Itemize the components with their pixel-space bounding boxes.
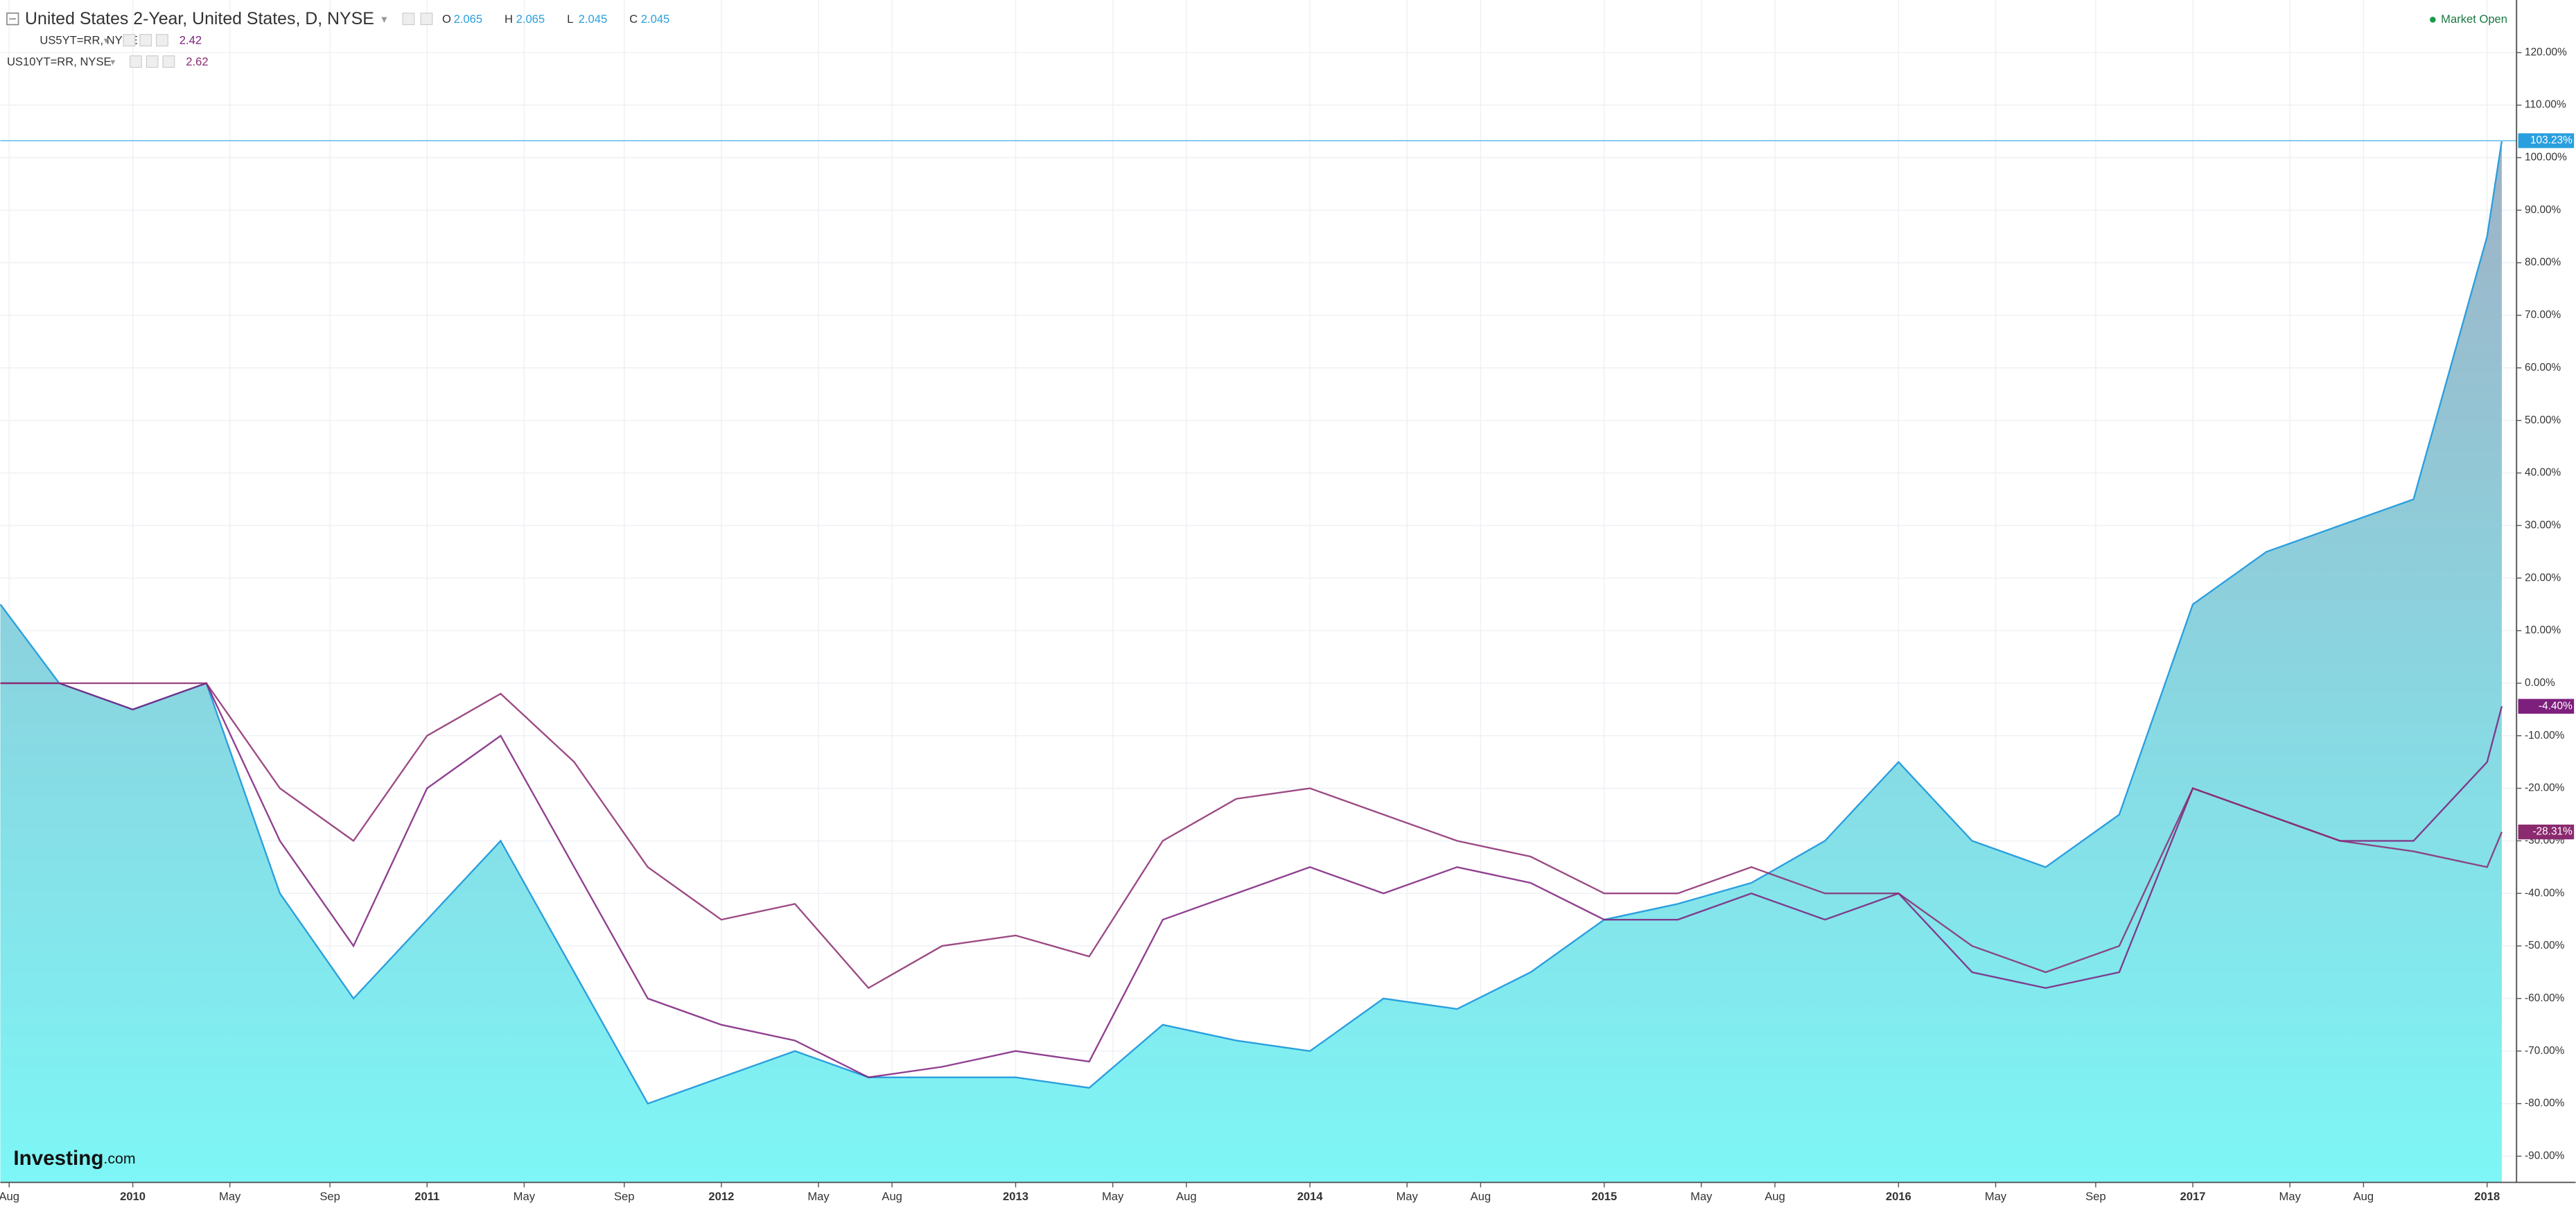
y-tick-label: 70.00% [2525, 309, 2561, 321]
ohlc-value: 2.065 [454, 12, 483, 26]
price-label: -4.40% [2539, 700, 2573, 712]
plot-area [0, 140, 2517, 1183]
price-badge [2518, 133, 2575, 148]
y-tick-label: 0.00% [2525, 677, 2555, 689]
logo-main: Investing [13, 1147, 103, 1170]
x-tick-label: Aug [1764, 1190, 1785, 1203]
price-badge [2518, 824, 2575, 840]
line [0, 682, 2503, 1078]
x-tick-label: 2013 [1003, 1190, 1028, 1203]
y-tick-label: -90.00% [2525, 1150, 2565, 1161]
x-tick-label: 2016 [1886, 1190, 1911, 1203]
y-tick-label: -50.00% [2525, 940, 2565, 951]
x-tick-label: 2015 [1591, 1190, 1617, 1203]
dropdown-arrow[interactable]: ▾ [104, 35, 109, 46]
line [0, 682, 2503, 990]
x-tick-label: Aug [1471, 1190, 1491, 1203]
area-line [0, 140, 2503, 1105]
market-status: Market Open [2441, 12, 2507, 26]
x-tick-label: Aug [1176, 1190, 1197, 1203]
x-tick-label: Aug [0, 1190, 19, 1203]
legend-quote: 2.62 [186, 55, 208, 68]
header: United States 2-Year, United States, D, … [6, 9, 2507, 68]
price-badge [2518, 699, 2575, 714]
x-tick-label: Sep [614, 1190, 635, 1203]
legend-name: US5YT=RR, NYSE [40, 34, 137, 47]
y-tick-label: -60.00% [2525, 992, 2565, 1004]
legend-quote: 2.42 [179, 34, 202, 47]
settings-button[interactable] [146, 55, 159, 68]
ohlc-label: L [567, 12, 573, 26]
x-tick-label: May [2279, 1190, 2302, 1203]
x-tick-label: May [1102, 1190, 1124, 1203]
x-tick-label: May [807, 1190, 830, 1203]
x-tick-label: May [219, 1190, 241, 1203]
y-tick-label: 30.00% [2525, 519, 2561, 531]
ohlc-value: 2.045 [579, 12, 608, 26]
logo: Investing.com [13, 1147, 135, 1170]
dropdown-arrow[interactable]: ▾ [381, 12, 387, 26]
ohlc: O 2.065 H 2.065 L 2.045 C 2.045 [442, 12, 669, 26]
ohlc-label: H [505, 12, 513, 26]
settings-button[interactable] [139, 34, 152, 46]
y-tick-label: -20.00% [2525, 782, 2565, 794]
y-tick-label: 120.00% [2525, 46, 2567, 58]
x-tick-label: 2010 [120, 1190, 146, 1203]
dropdown-arrow[interactable]: ▾ [110, 57, 115, 68]
axes: -90.00% -80.00% -70.00% -60.00% -50.00% -40.0… [0, 46, 2575, 1203]
y-tick-label: 40.00% [2525, 467, 2561, 479]
y-tick-label: -70.00% [2525, 1045, 2565, 1057]
price-label: 103.23% [2530, 134, 2573, 146]
price-label: -28.31% [2532, 826, 2573, 838]
ohlc-value: 2.045 [641, 12, 670, 26]
x-tick-label: May [1396, 1190, 1419, 1203]
ohlc-label: C [629, 12, 638, 26]
x-tick-label: May [1690, 1190, 1712, 1203]
y-tick-label: -40.00% [2525, 887, 2565, 899]
settings-button[interactable] [402, 12, 415, 26]
collapse-icon[interactable] [6, 12, 19, 26]
eye-button[interactable] [123, 34, 136, 46]
close-button[interactable] [156, 34, 168, 46]
x-tick-label: 2014 [1297, 1190, 1324, 1203]
y-tick-label: 20.00% [2525, 572, 2561, 583]
area [0, 141, 2502, 1183]
x-tick-label: 2017 [2180, 1190, 2206, 1203]
y-tick-label: 90.00% [2525, 204, 2561, 216]
close-button[interactable] [162, 55, 175, 68]
y-tick-label: 100.00% [2525, 152, 2567, 164]
x-tick-label: Aug [882, 1190, 902, 1203]
x-tick-label: Aug [2354, 1190, 2374, 1203]
y-tick-label: -10.00% [2525, 730, 2565, 741]
logo-suffix: .com [103, 1150, 135, 1167]
y-tick-label: 60.00% [2525, 362, 2561, 374]
main-title: United States 2-Year, United States, D, … [25, 9, 374, 28]
status-dot [2430, 17, 2436, 23]
x-tick-label: May [1985, 1190, 2007, 1203]
x-tick-label: 2018 [2474, 1190, 2500, 1203]
x-tick-label: 2012 [708, 1190, 734, 1203]
y-tick-label: 80.00% [2525, 256, 2561, 268]
x-tick-label: May [514, 1190, 536, 1203]
x-tick-label: 2011 [414, 1190, 439, 1203]
ohlc-label: O [442, 12, 451, 26]
y-tick-label: 110.00% [2525, 99, 2566, 111]
y-tick-label: 50.00% [2525, 414, 2561, 426]
eye-button[interactable] [130, 55, 142, 68]
y-tick-label: -80.00% [2525, 1098, 2565, 1109]
x-tick-label: Sep [319, 1190, 340, 1203]
x-tick-label: Sep [2085, 1190, 2106, 1203]
ohlc-value: 2.065 [516, 12, 545, 26]
y-tick-label: 10.00% [2525, 624, 2561, 636]
legend-name: US10YT=RR, NYSE [7, 55, 112, 68]
close-button[interactable] [420, 12, 433, 26]
